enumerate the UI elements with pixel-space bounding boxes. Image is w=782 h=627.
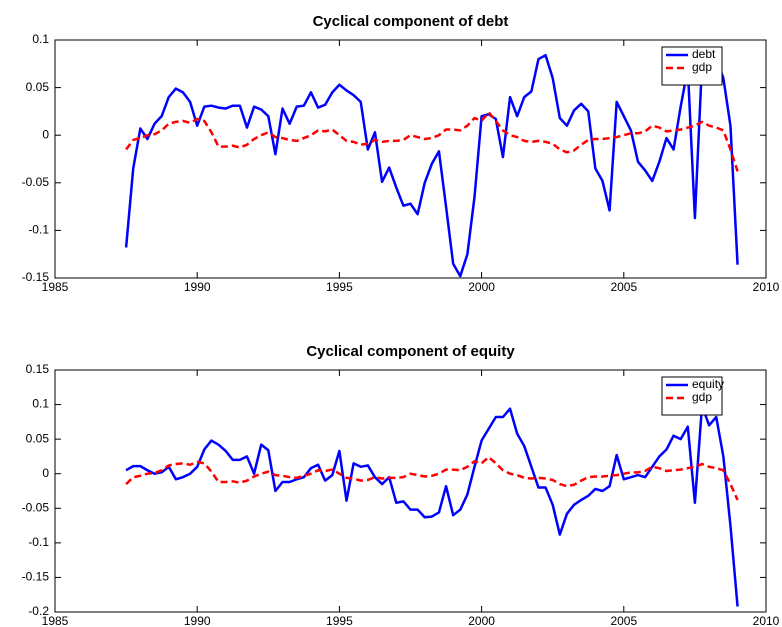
chart-title: Cyclical component of debt	[313, 13, 509, 30]
y-tick-label: -0.15	[22, 270, 50, 284]
y-tick-label: 0.1	[32, 397, 49, 411]
legend-label: equity	[692, 377, 724, 391]
y-tick-label: 0.05	[26, 80, 50, 94]
x-tick-label: 2000	[468, 614, 495, 627]
legend-label: gdp	[692, 390, 712, 404]
y-tick-label: -0.05	[22, 500, 50, 514]
x-tick-label: 2010	[753, 280, 780, 294]
legend-box	[661, 376, 723, 416]
x-tick-label: 2005	[610, 614, 637, 627]
series-line	[125, 455, 739, 501]
y-tick-label: 0.05	[26, 431, 50, 445]
y-tick-label: -0.15	[22, 570, 50, 584]
x-tick-label: 2000	[468, 280, 495, 294]
series-line	[124, 53, 739, 278]
x-tick-label: 1985	[42, 614, 69, 627]
series-line	[125, 404, 739, 607]
plot-area	[54, 39, 767, 279]
y-tick-label: 0	[42, 466, 49, 480]
x-tick-label: 1990	[184, 280, 211, 294]
x-tick-label: 1990	[184, 614, 211, 627]
x-tick-label: 1985	[42, 280, 69, 294]
y-tick-label: -0.05	[22, 175, 50, 189]
y-tick-label: -0.1	[28, 223, 49, 237]
chart-title: Cyclical component of equity	[306, 343, 515, 360]
y-tick-label: 0.15	[26, 362, 50, 376]
y-tick-label: -0.1	[28, 535, 49, 549]
y-tick-label: -0.2	[28, 604, 49, 618]
x-tick-label: 2010	[753, 614, 780, 627]
legend-label: gdp	[692, 60, 712, 74]
legend-label: debt	[692, 47, 716, 61]
x-tick-label: 2005	[610, 280, 637, 294]
y-tick-label: 0.1	[32, 32, 49, 46]
series-line	[125, 111, 739, 172]
legend-box	[661, 46, 723, 86]
x-tick-label: 1995	[326, 614, 353, 627]
x-tick-label: 1995	[326, 280, 353, 294]
y-tick-label: 0	[42, 127, 49, 141]
plot-area	[54, 369, 767, 613]
